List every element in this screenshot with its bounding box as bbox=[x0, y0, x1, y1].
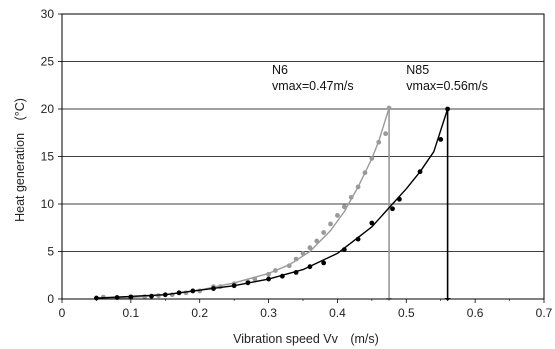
y-tick-label: 30 bbox=[41, 7, 55, 21]
annotations: N6 vmax=0.47m/s N85 vmax=0.56m/s bbox=[272, 63, 488, 93]
data-point bbox=[300, 251, 306, 256]
data-point bbox=[307, 245, 313, 251]
data-point bbox=[369, 156, 375, 161]
series-line bbox=[96, 107, 390, 299]
data-point bbox=[314, 238, 320, 244]
data-point bbox=[383, 131, 389, 137]
data-point bbox=[211, 286, 216, 291]
y-tick-label: 0 bbox=[47, 292, 54, 306]
data-point bbox=[266, 271, 271, 277]
axes: 0 5 10 15 20 25 30 0 0.1 0.2 0.3 0.4 0.5 0.6 0.7 bbox=[41, 7, 553, 320]
y-tick-label: 10 bbox=[41, 197, 55, 211]
data-point bbox=[321, 230, 327, 235]
data-point bbox=[341, 247, 347, 253]
plot-frame bbox=[61, 13, 545, 300]
data-point bbox=[362, 170, 368, 176]
y-tick-label: 5 bbox=[47, 245, 54, 259]
data-point bbox=[438, 137, 444, 142]
data-point bbox=[162, 292, 168, 298]
data-point bbox=[369, 220, 375, 226]
y-tick-label: 25 bbox=[41, 55, 55, 69]
series-n6 bbox=[96, 105, 393, 301]
y-axis-title: Heat generation (°C) bbox=[13, 98, 27, 222]
vmax-label: vmax=0.56m/s bbox=[406, 79, 488, 93]
data-point bbox=[328, 221, 333, 227]
data-point bbox=[149, 293, 154, 299]
series-layer bbox=[94, 105, 451, 301]
x-tick-label: 0.4 bbox=[329, 306, 346, 320]
data-point bbox=[266, 276, 271, 282]
y-tick-label: 20 bbox=[41, 102, 55, 116]
series-label: N85 bbox=[406, 63, 429, 77]
data-point bbox=[355, 184, 361, 190]
y-tick-label: 15 bbox=[41, 150, 55, 164]
x-tick-label: 0 bbox=[59, 306, 66, 320]
data-point bbox=[231, 283, 237, 289]
series-line bbox=[96, 108, 449, 299]
data-point bbox=[335, 213, 340, 218]
data-point bbox=[390, 206, 395, 212]
data-point bbox=[279, 273, 285, 279]
data-point bbox=[273, 268, 278, 273]
data-point bbox=[245, 280, 251, 286]
data-point bbox=[176, 290, 182, 296]
series-n85 bbox=[94, 106, 451, 301]
data-point bbox=[417, 169, 423, 175]
data-point bbox=[348, 194, 354, 200]
data-point bbox=[376, 139, 382, 145]
series-label: N6 bbox=[272, 63, 288, 77]
data-point bbox=[355, 236, 361, 242]
gridlines bbox=[62, 13, 544, 252]
data-point bbox=[321, 260, 327, 266]
data-point bbox=[307, 264, 313, 270]
x-tick-label: 0.6 bbox=[467, 306, 484, 320]
x-tick-label: 0.5 bbox=[398, 306, 415, 320]
x-axis-title: Vibration speed Vv (m/s) bbox=[233, 332, 379, 346]
x-tick-label: 0.1 bbox=[123, 306, 140, 320]
x-tick-label: 0.2 bbox=[191, 306, 208, 320]
data-point bbox=[252, 276, 258, 282]
data-point bbox=[341, 204, 347, 210]
x-tick-label: 0.3 bbox=[260, 306, 277, 320]
data-point bbox=[190, 288, 196, 294]
data-point bbox=[286, 263, 292, 269]
x-tick-label: 0.7 bbox=[536, 306, 553, 320]
data-point bbox=[397, 196, 402, 202]
data-point bbox=[128, 294, 134, 300]
data-point bbox=[293, 270, 299, 275]
vmax-label: vmax=0.47m/s bbox=[272, 79, 354, 93]
data-point bbox=[293, 256, 299, 262]
